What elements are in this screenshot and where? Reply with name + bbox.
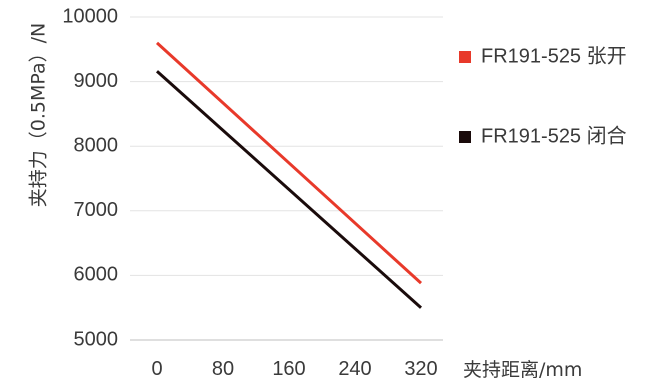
y-axis-ticks: 5000 6000 7000 8000 9000 10000	[62, 5, 118, 350]
x-tick-label: 160	[272, 358, 305, 380]
x-axis-title: 夹持距离/mm	[463, 359, 582, 381]
series-line-2	[155, 70, 423, 309]
x-tick-label: 320	[404, 358, 437, 380]
x-tick-label: 0	[151, 358, 162, 380]
y-tick-label: 10000	[62, 5, 118, 27]
y-axis-title: 夹持力（0.5MPa）/N	[28, 23, 50, 207]
y-tick-label: 6000	[74, 264, 119, 286]
legend-label: FR191-525 张开	[481, 44, 627, 67]
y-tick-label: 5000	[74, 328, 119, 350]
y-tick-label: 8000	[74, 134, 119, 156]
series-lines	[155, 41, 423, 309]
legend: FR191-525 张开 FR191-525 闭合	[459, 44, 627, 147]
x-tick-label: 240	[338, 358, 371, 380]
x-tick-label: 80	[212, 358, 234, 380]
legend-label: FR191-525 闭合	[481, 124, 627, 147]
y-tick-label: 7000	[74, 199, 119, 221]
series-line-1	[155, 41, 423, 285]
y-tick-label: 9000	[74, 70, 119, 92]
legend-swatch	[459, 51, 471, 63]
gridlines	[130, 16, 443, 341]
legend-swatch	[459, 131, 471, 143]
x-axis-ticks: 0 80 160 240 320	[151, 358, 437, 380]
